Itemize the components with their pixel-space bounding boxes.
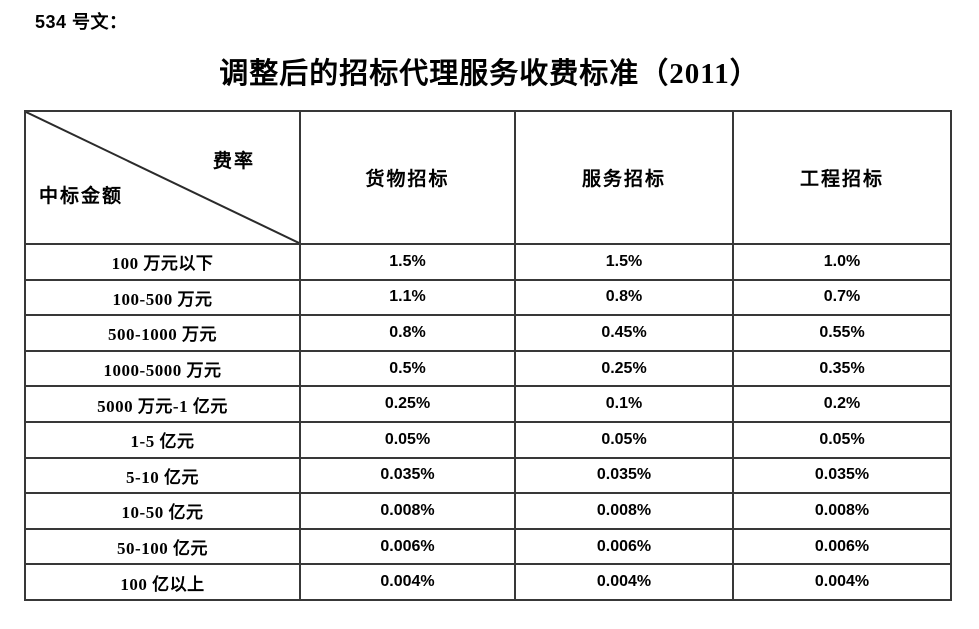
row-label-cell: 500-1000 万元 bbox=[24, 314, 301, 352]
rate-cell: 0.8% bbox=[299, 314, 516, 352]
rate-cell: 0.1% bbox=[514, 385, 734, 423]
rate-cell: 0.25% bbox=[299, 385, 516, 423]
rate-cell: 0.45% bbox=[514, 314, 734, 352]
table-row: 100 万元以下 1.5% 1.5% 1.0% bbox=[24, 243, 952, 281]
rate-cell: 0.05% bbox=[514, 420, 734, 459]
rate-cell: 0.008% bbox=[514, 492, 734, 530]
rate-cell: 0.035% bbox=[732, 456, 952, 495]
fee-rate-table: 费率 中标金额 货物招标 服务招标 工程招标 100 万元以下 1.5% 1.5… bbox=[24, 110, 952, 601]
rate-cell: 0.006% bbox=[514, 527, 734, 566]
rate-cell: 0.035% bbox=[514, 456, 734, 495]
row-label-cell: 1000-5000 万元 bbox=[24, 349, 301, 388]
row-label-cell: 1-5 亿元 bbox=[24, 420, 301, 459]
table-header-row: 费率 中标金额 货物招标 服务招标 工程招标 bbox=[24, 110, 952, 245]
corner-label-amount: 中标金额 bbox=[39, 186, 124, 207]
rate-cell: 0.008% bbox=[299, 492, 516, 530]
table-row: 1-5 亿元 0.05% 0.05% 0.05% bbox=[24, 420, 952, 459]
rate-cell: 1.1% bbox=[299, 278, 516, 317]
table-row: 100 亿以上 0.004% 0.004% 0.004% bbox=[24, 563, 952, 601]
table-row: 5-10 亿元 0.035% 0.035% 0.035% bbox=[24, 456, 952, 495]
rate-cell: 1.5% bbox=[299, 243, 516, 281]
rate-cell: 0.035% bbox=[299, 456, 516, 495]
rate-cell: 0.05% bbox=[299, 420, 516, 459]
rate-cell: 0.006% bbox=[732, 527, 952, 566]
page-title: 调整后的招标代理服务收费标准（2011） bbox=[219, 58, 760, 90]
rate-cell: 0.2% bbox=[732, 385, 952, 423]
rate-cell: 1.0% bbox=[732, 243, 952, 281]
rate-cell: 0.5% bbox=[299, 349, 516, 388]
rate-cell: 0.25% bbox=[514, 349, 734, 388]
rate-cell: 0.004% bbox=[732, 563, 952, 601]
table-row: 100-500 万元 1.1% 0.8% 0.7% bbox=[24, 278, 952, 317]
row-label-cell: 100 亿以上 bbox=[24, 563, 301, 601]
table-row: 5000 万元-1 亿元 0.25% 0.1% 0.2% bbox=[24, 385, 952, 423]
column-header-service: 服务招标 bbox=[514, 110, 734, 245]
table-row: 500-1000 万元 0.8% 0.45% 0.55% bbox=[24, 314, 952, 352]
table-row: 1000-5000 万元 0.5% 0.25% 0.35% bbox=[24, 349, 952, 388]
row-label-cell: 100 万元以下 bbox=[24, 243, 301, 281]
rate-cell: 0.35% bbox=[732, 349, 952, 388]
rate-cell: 0.7% bbox=[732, 278, 952, 317]
rate-cell: 0.008% bbox=[732, 492, 952, 530]
diagonal-line bbox=[26, 112, 299, 243]
corner-label-rate: 费率 bbox=[212, 151, 255, 172]
column-header-goods: 货物招标 bbox=[299, 110, 516, 245]
rate-cell: 0.004% bbox=[299, 563, 516, 601]
doc-number: 534 号文： bbox=[35, 12, 128, 32]
row-label-cell: 5000 万元-1 亿元 bbox=[24, 385, 301, 423]
corner-header-cell: 费率 中标金额 bbox=[24, 110, 301, 245]
table-row: 10-50 亿元 0.008% 0.008% 0.008% bbox=[24, 492, 952, 530]
rate-cell: 0.8% bbox=[514, 278, 734, 317]
rate-cell: 0.006% bbox=[299, 527, 516, 566]
rate-cell: 0.05% bbox=[732, 420, 952, 459]
rate-cell: 1.5% bbox=[514, 243, 734, 281]
row-label-cell: 100-500 万元 bbox=[24, 278, 301, 317]
rate-cell: 0.55% bbox=[732, 314, 952, 352]
row-label-cell: 5-10 亿元 bbox=[24, 456, 301, 495]
table-row: 50-100 亿元 0.006% 0.006% 0.006% bbox=[24, 527, 952, 566]
row-label-cell: 10-50 亿元 bbox=[24, 492, 301, 530]
rate-cell: 0.004% bbox=[514, 563, 734, 601]
row-label-cell: 50-100 亿元 bbox=[24, 527, 301, 566]
column-header-works: 工程招标 bbox=[732, 110, 952, 245]
